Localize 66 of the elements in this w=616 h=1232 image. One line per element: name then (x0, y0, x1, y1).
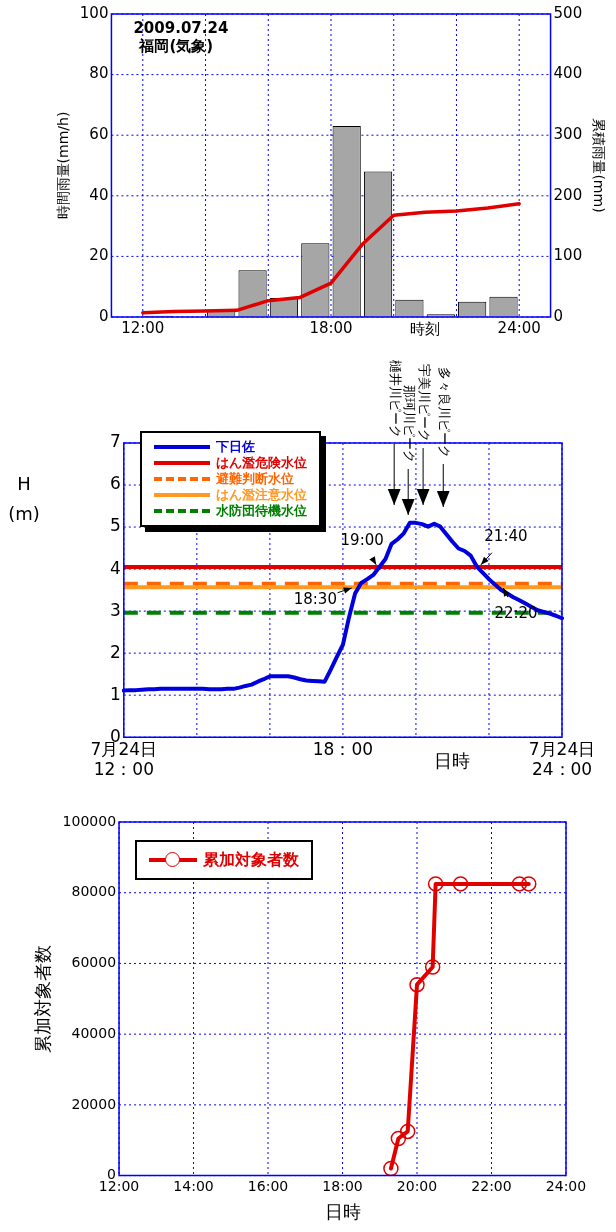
legend-label: 下日佐 (215, 439, 255, 455)
y2-axis-title: 累積雨量(mm) (590, 118, 607, 213)
point (424, 959, 441, 975)
x-tick-label: 24:00 (497, 318, 541, 337)
y-tick-label: 6 (109, 473, 121, 494)
x-tick-label: 24:00 (545, 1177, 587, 1194)
x-tick-label: 12:00 (121, 318, 165, 337)
x-tick-label: 16:00 (247, 1177, 289, 1194)
y-axis-title: 時間雨量(mm/h) (55, 111, 72, 220)
legend-label: はん濫注意水位 (215, 487, 307, 503)
annotation: 那珂川ピーク (401, 385, 417, 463)
point (399, 1123, 416, 1140)
x-tick-label: 14:00 (173, 1177, 214, 1194)
point (521, 876, 537, 892)
point (511, 876, 528, 892)
y-axis-title: H (m) (8, 472, 40, 524)
x-tick-label: 20:00 (396, 1177, 438, 1194)
point (452, 876, 469, 892)
y-tick-label: 1 (109, 683, 121, 704)
legend-label: 避難判断水位 (215, 471, 294, 487)
y-axis-title: 累加対象者数 (32, 944, 54, 1053)
point (409, 976, 425, 993)
point (390, 1130, 407, 1147)
x-axis-title: 日時 (324, 1200, 361, 1222)
x-tick-label: 18:00 (322, 1177, 363, 1194)
y-tick-label: 20 (89, 246, 109, 265)
y2-tick-label: 500 (553, 3, 583, 22)
y-tick-label: 40000 (71, 1024, 117, 1041)
y-tick-label: 7 (109, 431, 121, 452)
x-tick-label: 22:00 (471, 1177, 512, 1194)
y-tick-label: 0 (98, 306, 109, 325)
y-tick-label: 20000 (71, 1095, 117, 1112)
legend-label: はん濫危険水位 (215, 455, 307, 471)
y-tick-label: 100 (79, 3, 109, 22)
y-tick-label: 3 (109, 599, 121, 620)
legend-label: 水防団待機水位 (215, 503, 307, 519)
y2-tick-label: 300 (553, 125, 583, 144)
y-tick-label: 5 (109, 515, 121, 536)
y-tick-label: 100000 (62, 812, 117, 829)
point (427, 876, 444, 892)
y2-tick-label: 100 (553, 246, 583, 265)
annotation: 18:30 (293, 589, 337, 608)
point (383, 1160, 399, 1176)
y-tick-label: 60000 (71, 954, 117, 971)
y2-tick-label: 0 (553, 306, 564, 325)
x-axis-title: 時刻 (410, 320, 441, 339)
y-tick-label: 80 (89, 64, 109, 83)
text: 宇美川ピーク (416, 364, 432, 442)
annotation: 2009.07.24 (133, 19, 229, 38)
y-tick-label: 4 (109, 557, 121, 578)
text: 樋井川ピーク (387, 360, 403, 438)
annotation: 福岡(気象) (138, 37, 214, 56)
x-tick-label: 18：00 (312, 738, 374, 759)
annotation: 21:40 (484, 527, 528, 546)
y2-tick-label: 400 (553, 64, 583, 83)
x-tick-label: 7月24日 24：00 (528, 738, 596, 780)
y-tick-label: 60 (89, 125, 109, 144)
y-tick-label: 40 (89, 185, 109, 204)
x-axis-title: 日時 (434, 749, 471, 771)
y2-tick-label: 200 (553, 185, 583, 204)
y-tick-label: 2 (109, 641, 121, 662)
x-tick-label: 18:00 (309, 318, 353, 337)
annotation: 多々良川ピーク (436, 367, 452, 458)
annotation: 19:00 (340, 531, 384, 550)
legend-label: 累加対象者数 (203, 849, 300, 871)
y-tick-label: 80000 (71, 883, 117, 900)
